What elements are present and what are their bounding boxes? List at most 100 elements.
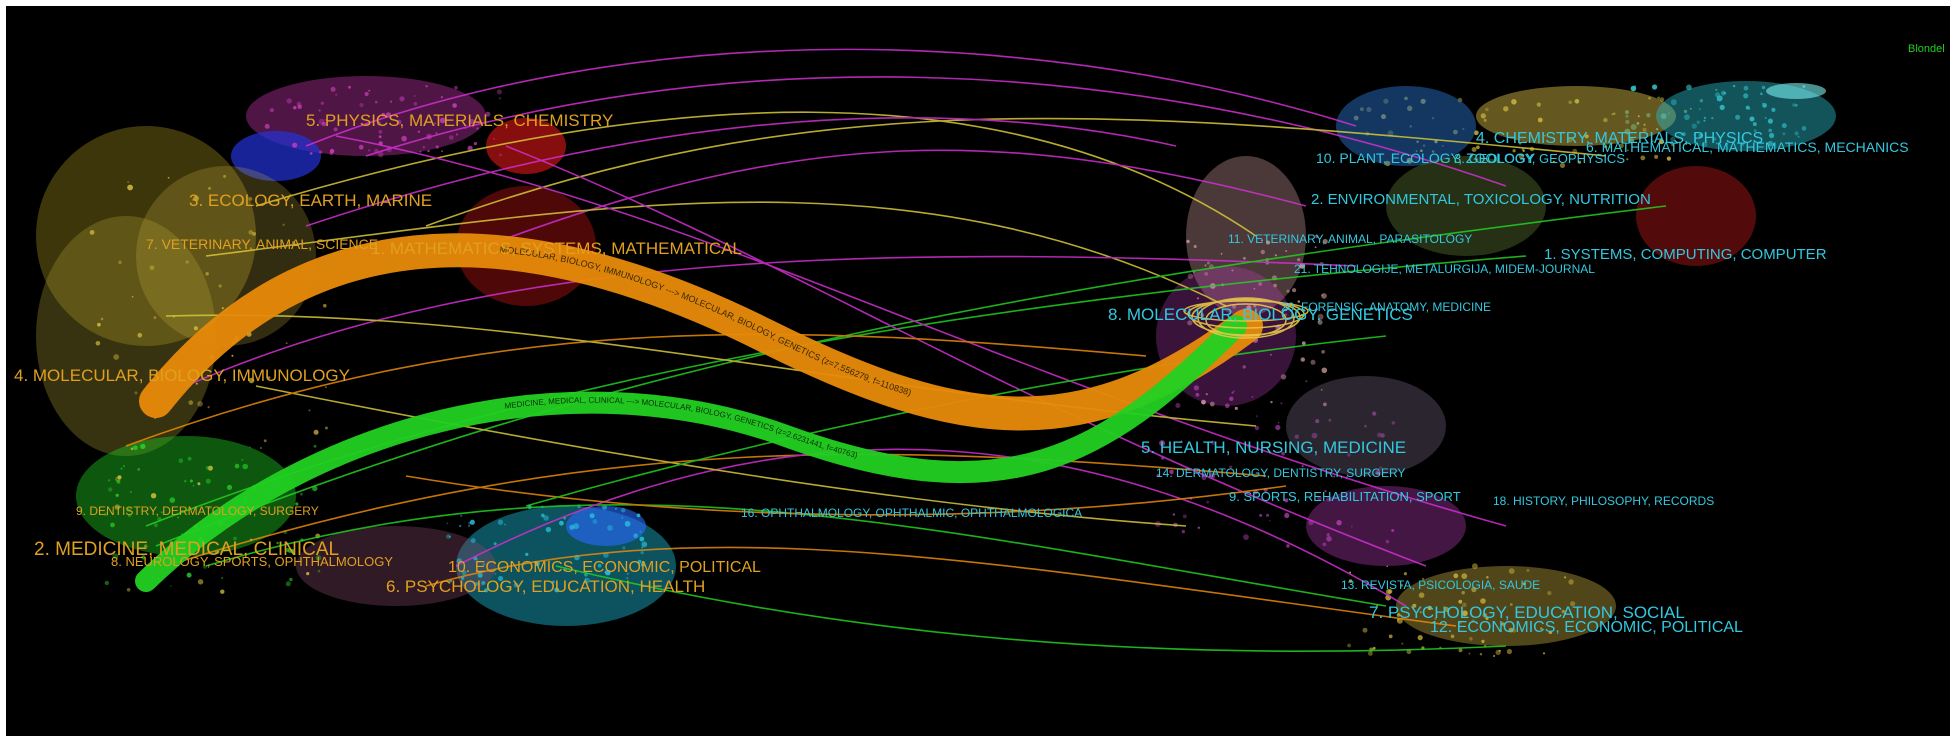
journal-dot: [359, 102, 364, 108]
journal-dot: [120, 467, 123, 470]
journal-dot: [143, 544, 148, 548]
citation-link-12: [425, 546, 1457, 627]
journal-dot: [240, 201, 244, 205]
journal-dot: [1201, 399, 1206, 405]
journal-dot: [1512, 149, 1516, 153]
journal-dot: [1769, 132, 1775, 139]
journal-dot: [127, 184, 133, 191]
journal-dot: [1231, 391, 1234, 394]
journal-dot: [481, 581, 486, 585]
journal-dot: [141, 555, 146, 560]
journal-dot: [205, 478, 211, 484]
citation-link-6: [205, 201, 1227, 307]
journal-dot: [1711, 117, 1714, 120]
journal-dot: [1767, 140, 1774, 147]
journal-dot: [1396, 613, 1401, 617]
journal-dot: [1518, 153, 1525, 159]
journal-dot: [525, 552, 529, 557]
citation-link-2: [365, 76, 1507, 187]
journal-dot: [1156, 474, 1160, 478]
journal-dot: [1748, 107, 1751, 110]
journal-dot: [1229, 396, 1234, 401]
journal-dot: [95, 341, 101, 346]
journal-dot: [626, 577, 629, 580]
journal-dot: [197, 401, 203, 407]
journal-dot: [401, 135, 407, 142]
cluster-label-d10: 10. PLANT, ECOLOGY, ZOOLOGY: [1316, 150, 1536, 166]
journal-dot: [188, 400, 194, 405]
journal-dot: [1716, 95, 1723, 102]
journal-dot: [368, 89, 371, 92]
journal-dot: [1232, 390, 1236, 393]
journal-dot: [390, 100, 393, 103]
journal-dot: [1434, 140, 1438, 144]
journal-dot: [248, 377, 255, 384]
journal-dot: [1420, 98, 1426, 104]
journal-dot: [1347, 643, 1351, 648]
journal-dot: [205, 272, 209, 276]
journal-dot: [1387, 130, 1394, 137]
journal-dot: [1539, 627, 1543, 630]
journal-dot: [248, 230, 253, 235]
journal-dot: [1760, 92, 1763, 96]
journal-dot: [1209, 401, 1215, 407]
journal-dot: [460, 514, 463, 518]
journal-dot: [1420, 149, 1423, 152]
cluster-label-c9: 9. DENTISTRY, DERMATOLOGY, SURGERY: [76, 504, 319, 518]
journal-dot: [1372, 646, 1376, 650]
journal-dot: [133, 445, 138, 451]
journal-dot: [637, 559, 642, 564]
journal-dot: [264, 123, 270, 129]
journal-dot: [1561, 609, 1566, 614]
journal-dot: [1626, 158, 1629, 161]
journal-dot: [1501, 622, 1505, 626]
citation-link-1: [305, 48, 1357, 147]
journal-dot: [1378, 466, 1383, 470]
journal-dot: [1552, 160, 1555, 163]
journal-dot: [1372, 411, 1377, 416]
journal-dot: [313, 444, 317, 448]
journal-dot: [364, 91, 369, 97]
journal-dot: [1385, 539, 1390, 544]
journal-dot: [1670, 136, 1676, 142]
journal-dot: [1242, 365, 1246, 369]
journal-dot: [1350, 525, 1353, 528]
journal-dot: [620, 507, 626, 513]
journal-dot: [1284, 498, 1289, 503]
journal-dot: [440, 96, 443, 99]
journal-dot: [473, 142, 477, 146]
cluster-label-d14: 14. DERMATOLOGY, DENTISTRY, SURGERY: [1156, 466, 1405, 480]
journal-dot: [1269, 519, 1271, 522]
journal-dot: [223, 174, 227, 178]
journal-dot: [640, 551, 644, 555]
cluster-label-d6: 6. MATHEMATICAL, MATHEMATICS, MECHANICS: [1586, 139, 1909, 155]
journal-dot: [1686, 84, 1692, 91]
journal-dot: [160, 511, 163, 514]
journal-dot: [205, 466, 210, 470]
journal-dot: [282, 223, 285, 226]
journal-dot: [1696, 120, 1701, 124]
journal-dot: [1771, 107, 1776, 112]
journal-dot: [292, 142, 298, 148]
journal-dot: [1407, 105, 1413, 112]
journal-dot: [597, 563, 602, 568]
journal-dot: [1204, 264, 1207, 267]
journal-dot: [1333, 475, 1336, 478]
journal-dot: [286, 98, 292, 104]
journal-dot: [1450, 634, 1455, 639]
journal-dot: [1328, 418, 1332, 422]
journal-dot: [308, 409, 311, 412]
cluster-label-d16: 16. OPHTHALMOLOGY, OPHTHALMIC, OPHTHALMO…: [741, 506, 1082, 520]
journal-dot: [323, 303, 327, 308]
journal-dot: [1476, 145, 1480, 150]
journal-dot: [115, 493, 119, 497]
cluster-label-d11: 11. VETERINARY, ANIMAL, PARASITOLOGY: [1228, 232, 1472, 246]
journal-dot: [482, 563, 486, 566]
journal-dot: [456, 558, 462, 564]
journal-dot: [607, 525, 613, 531]
journal-dot: [1229, 465, 1233, 469]
journal-dot: [137, 468, 141, 471]
journal-dot: [1205, 393, 1208, 396]
journal-dot: [1274, 254, 1277, 257]
journal-dot: [589, 513, 595, 519]
